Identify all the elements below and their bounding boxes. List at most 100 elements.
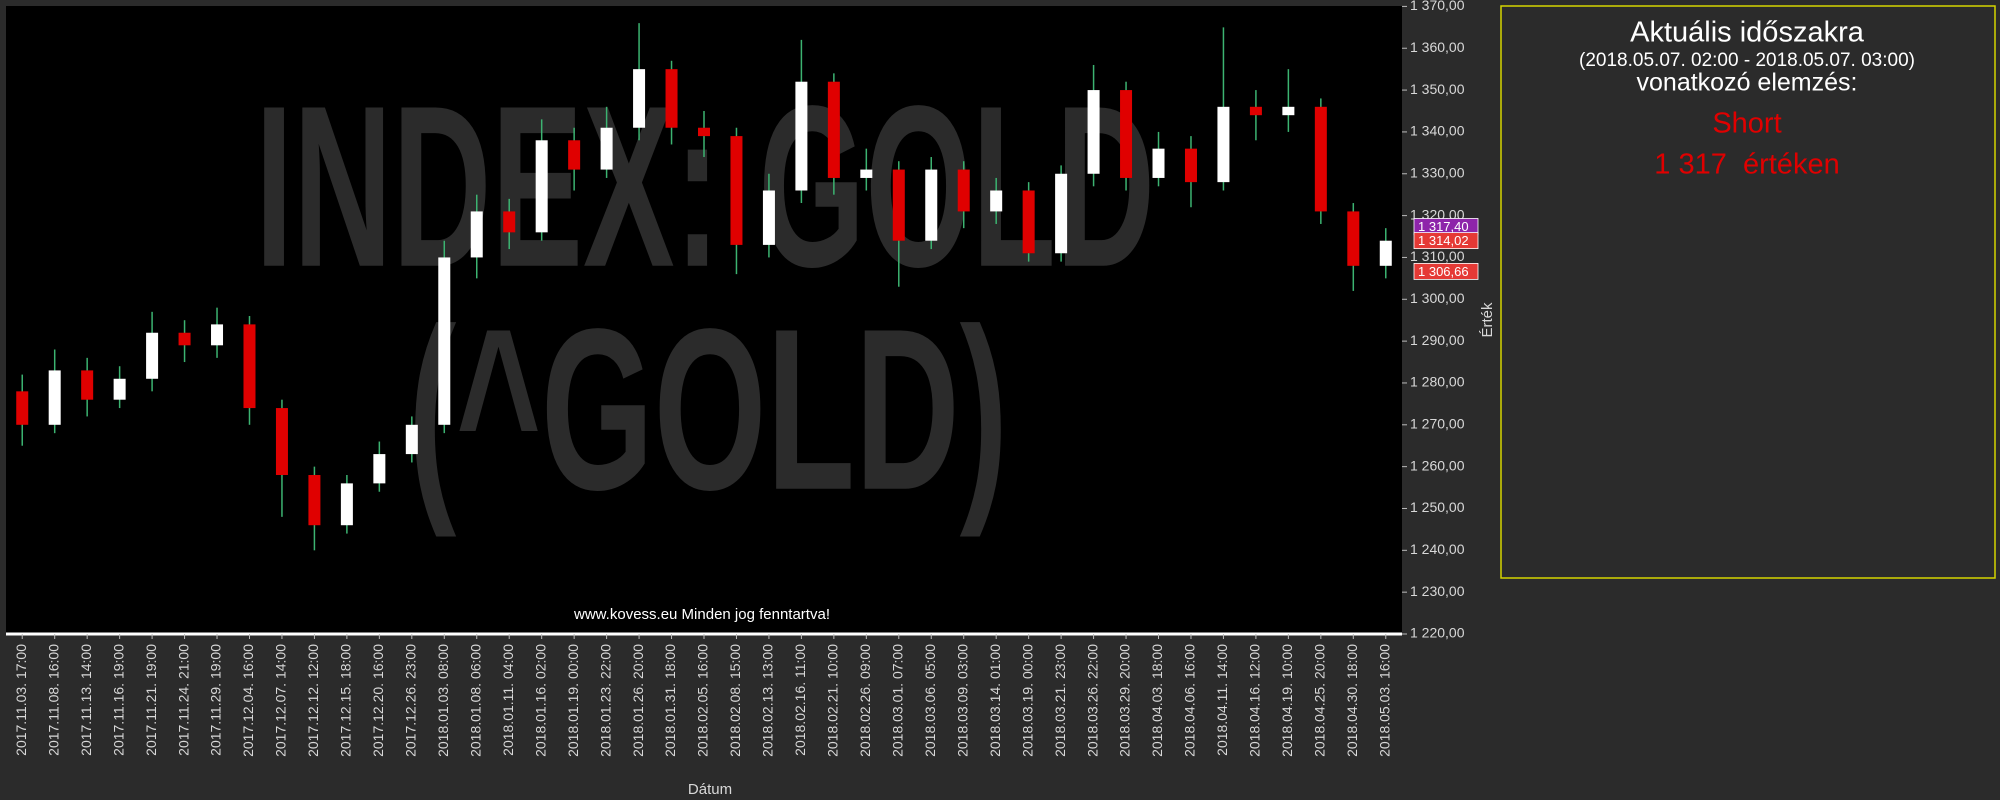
x-tick-label: 2017.11.29. 19:00 <box>208 644 224 756</box>
price-marker-label: 1 306,66 <box>1418 264 1469 279</box>
candle-body <box>1120 90 1133 178</box>
y-tick-label: 1 370,00 <box>1410 0 1465 13</box>
plot-background <box>6 6 1402 634</box>
y-tick-label: 1 280,00 <box>1410 374 1465 390</box>
y-tick-label: 1 260,00 <box>1410 457 1465 473</box>
x-tick-label: 2018.02.13. 13:00 <box>760 644 776 757</box>
x-tick-label: 2018.01.03. 08:00 <box>435 644 451 757</box>
price-marker-label: 1 317,40 <box>1418 219 1469 234</box>
x-tick-label: 2017.12.04. 16:00 <box>240 644 256 757</box>
x-tick-label: 2017.11.03. 17:00 <box>13 644 29 756</box>
x-tick-label: 2018.03.09. 03:00 <box>954 644 970 757</box>
x-tick-label: 2018.04.16. 12:00 <box>1247 644 1263 757</box>
candle-body <box>1249 106 1262 116</box>
candle-body <box>730 136 743 245</box>
x-tick-label: 2018.01.08. 06:00 <box>467 644 483 757</box>
x-tick-label: 2018.03.14. 01:00 <box>987 644 1003 757</box>
x-tick-label: 2017.11.08. 16:00 <box>45 644 61 756</box>
x-tick-label: 2018.04.11. 14:00 <box>1214 644 1230 756</box>
x-tick-label: 2018.01.16. 02:00 <box>532 644 548 757</box>
x-tick-label: 2017.12.20. 16:00 <box>370 644 386 757</box>
price-marker <box>1413 263 1479 280</box>
candle-body <box>1184 148 1197 183</box>
x-tick-label: 2017.12.26. 23:00 <box>403 644 419 757</box>
footer: www.kovess.eu Minden jog fenntartva! <box>573 606 830 623</box>
x-tick-label: 2017.12.15. 18:00 <box>338 644 354 757</box>
candle-body <box>568 140 581 170</box>
watermark: INDEX: GOLD <box>255 58 1155 315</box>
candle-body <box>243 324 256 409</box>
candle-body <box>113 378 126 400</box>
candle-body <box>1022 190 1035 254</box>
analysis-panel <box>1500 5 1996 579</box>
candle-body <box>1282 106 1295 116</box>
y-axis-title: Érték <box>1479 302 1496 338</box>
x-tick-label: 2018.02.08. 15:00 <box>727 644 743 757</box>
candle-body <box>990 190 1003 212</box>
x-tick-label: 2018.03.26. 22:00 <box>1084 644 1100 757</box>
candle-body <box>827 81 840 178</box>
y-tick-label: 1 360,00 <box>1410 39 1465 55</box>
y-tick-label: 1 350,00 <box>1410 81 1465 97</box>
x-tick-label: 2017.11.16. 19:00 <box>110 644 126 756</box>
candle-body <box>81 370 94 400</box>
x-tick-label: 2018.03.01. 07:00 <box>889 644 905 757</box>
candle-body <box>925 169 938 241</box>
watermark: (^GOLD) <box>408 281 1008 538</box>
price-marker <box>1413 232 1479 250</box>
candle-body <box>633 69 646 128</box>
candle-body <box>892 169 905 241</box>
panel-level: 1 317 értéken <box>1654 149 1839 181</box>
y-tick-label: 1 230,00 <box>1410 583 1465 599</box>
panel-signal: Short <box>1712 108 1781 140</box>
candle-body <box>405 424 418 455</box>
y-tick-label: 1 330,00 <box>1410 164 1465 180</box>
y-tick-label: 1 340,00 <box>1410 123 1465 139</box>
candle-body <box>1347 211 1360 266</box>
x-tick-label: 2017.11.13. 14:00 <box>78 644 94 756</box>
candle-body <box>860 169 873 178</box>
x-tick-label: 2018.04.19. 10:00 <box>1279 644 1295 757</box>
candle-body <box>178 332 191 346</box>
candle-body <box>340 483 353 526</box>
candle-body <box>308 475 321 526</box>
candle-body <box>1087 90 1100 174</box>
x-tick-label: 2018.03.06. 05:00 <box>922 644 938 757</box>
x-tick-label: 2017.11.21. 19:00 <box>143 644 159 756</box>
candle-body <box>698 127 710 137</box>
candle-body <box>503 211 516 233</box>
candle-body <box>1217 106 1230 183</box>
y-tick-label: 1 290,00 <box>1410 332 1465 348</box>
x-tick-label: 2018.01.11. 04:00 <box>500 644 516 756</box>
candle-body <box>762 190 775 245</box>
candle-body <box>665 69 678 128</box>
candle-body <box>600 127 613 170</box>
x-tick-label: 2018.01.19. 00:00 <box>565 644 581 757</box>
candle-body <box>535 140 548 233</box>
candle-body <box>275 408 288 476</box>
x-tick-label: 2017.12.07. 14:00 <box>273 644 289 757</box>
y-tick-label: 1 240,00 <box>1410 541 1465 557</box>
x-tick-label: 2018.05.03. 16:00 <box>1376 644 1392 757</box>
y-tick-label: 1 300,00 <box>1410 290 1465 306</box>
candle-body <box>1152 148 1165 178</box>
candle-body <box>1055 173 1068 254</box>
candle-body <box>470 211 483 258</box>
x-tick-label: 2018.02.26. 09:00 <box>857 644 873 757</box>
y-tick-label: 1 220,00 <box>1410 625 1465 641</box>
x-tick-label: 2017.12.12. 12:00 <box>305 644 321 757</box>
candle-body <box>1379 240 1392 266</box>
x-tick-label: 2018.04.30. 18:00 <box>1344 644 1360 757</box>
x-tick-label: 2018.02.21. 10:00 <box>825 644 841 757</box>
x-tick-label: 2018.02.16. 11:00 <box>792 644 808 756</box>
candle-body <box>438 257 451 425</box>
x-tick-label: 2018.01.26. 20:00 <box>630 644 646 757</box>
x-tick-label: 2018.03.19. 00:00 <box>1019 644 1035 757</box>
candle-body <box>146 332 159 379</box>
candle-body <box>373 454 386 484</box>
x-tick-label: 2018.03.29. 20:00 <box>1117 644 1133 757</box>
x-tick-label: 2018.01.31. 18:00 <box>662 644 678 757</box>
candle-body <box>48 370 61 425</box>
y-tick-label: 1 270,00 <box>1410 416 1465 432</box>
